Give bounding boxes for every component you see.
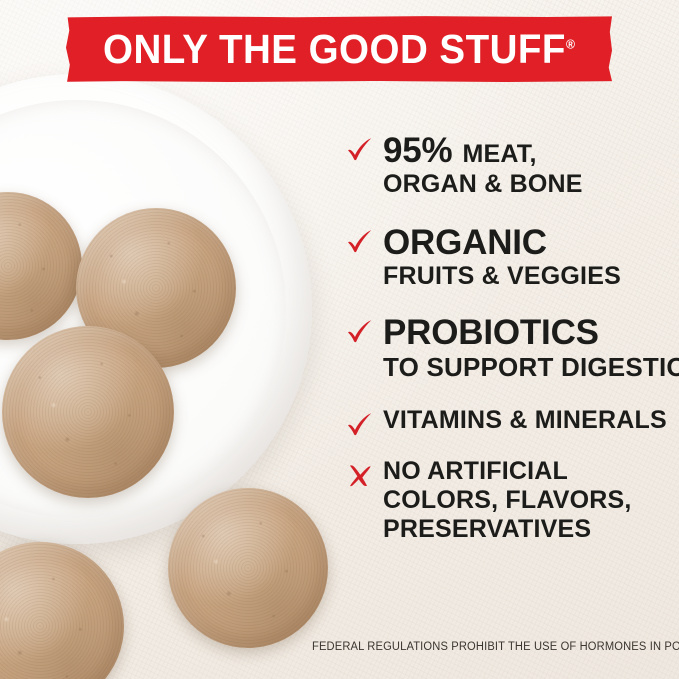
benefit-text-probiotics: PROBIOTICS TO SUPPORT DIGESTION xyxy=(383,315,679,380)
footnote: FEDERAL REGULATIONS PROHIBIT THE USE OF … xyxy=(312,641,679,653)
benefit-line-1-rest: MEAT, xyxy=(462,140,537,168)
benefit-text-meat: 95% MEAT, ORGAN & BONE xyxy=(383,133,679,197)
benefit-item-vitamins: VITAMINS & MINERALS xyxy=(345,408,679,436)
benefit-line-2: COLORS, FLAVORS, xyxy=(383,486,632,514)
benefit-line-1: ORGANIC xyxy=(383,223,547,262)
benefit-item-no-artificial: NO ARTIFICIAL COLORS, FLAVORS, PRESERVAT… xyxy=(345,459,679,542)
product-photo xyxy=(0,74,328,679)
benefit-line-1: VITAMINS & MINERALS xyxy=(383,406,667,434)
headline-banner: ONLY THE GOOD STUFF® xyxy=(66,16,612,82)
benefit-line-1: PROBIOTICS xyxy=(383,313,599,352)
patty-bottom-left xyxy=(0,542,124,679)
benefit-line-1: 95% MEAT, xyxy=(383,133,679,168)
patty-center xyxy=(2,326,174,498)
benefit-item-meat: 95% MEAT, ORGAN & BONE xyxy=(345,133,679,197)
registered-trademark-symbol: ® xyxy=(565,35,575,51)
benefit-line-1: NO ARTIFICIAL xyxy=(383,457,568,485)
benefit-item-organic: ORGANIC FRUITS & VEGGIES xyxy=(345,225,679,289)
benefit-text-vitamins: VITAMINS & MINERALS xyxy=(383,408,679,433)
benefits-list: 95% MEAT, ORGAN & BONE ORGANIC FRUITS & … xyxy=(345,133,679,542)
banner-title: ONLY THE GOOD STUFF® xyxy=(103,26,575,73)
benefit-text-organic: ORGANIC FRUITS & VEGGIES xyxy=(383,225,679,289)
benefit-line-2: ORGAN & BONE xyxy=(383,170,583,198)
check-icon xyxy=(345,410,375,440)
benefit-line-2: TO SUPPORT DIGESTION xyxy=(383,352,679,382)
benefit-line-2: FRUITS & VEGGIES xyxy=(383,262,621,290)
check-icon xyxy=(345,135,375,165)
check-icon xyxy=(345,317,375,347)
benefit-percent: 95% xyxy=(383,131,453,170)
check-icon xyxy=(345,227,375,257)
benefit-item-probiotics: PROBIOTICS TO SUPPORT DIGESTION xyxy=(345,315,679,380)
patty-bottom-right xyxy=(168,488,328,648)
banner-title-text: ONLY THE GOOD STUFF xyxy=(103,25,566,72)
cross-icon xyxy=(345,461,375,491)
benefit-line-3: PRESERVATIVES xyxy=(383,515,592,543)
benefit-text-no-artificial: NO ARTIFICIAL COLORS, FLAVORS, PRESERVAT… xyxy=(383,459,679,542)
